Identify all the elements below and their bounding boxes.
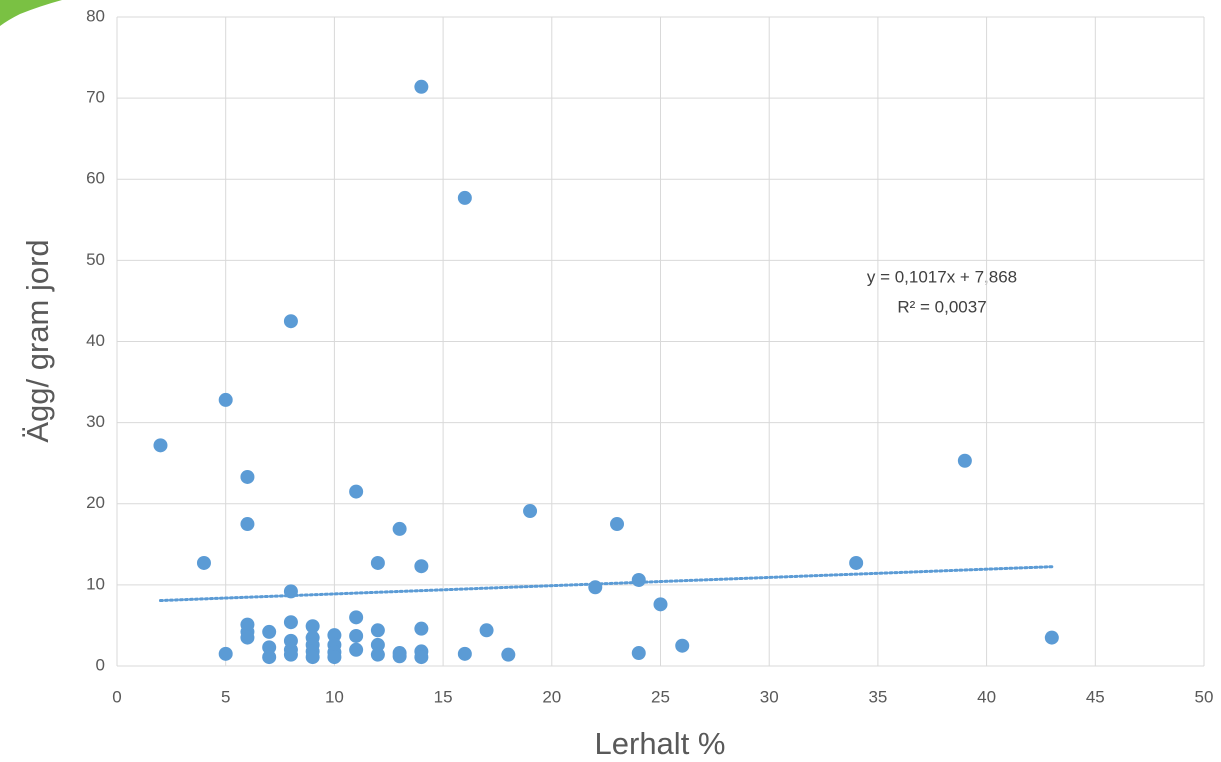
x-tick-label: 5 [221, 687, 230, 706]
data-point [479, 623, 494, 638]
data-point [631, 646, 646, 661]
data-point [588, 580, 603, 595]
data-point [414, 559, 429, 574]
y-tick-label: 20 [86, 493, 105, 512]
data-point [153, 438, 168, 453]
x-tick-label: 40 [977, 687, 996, 706]
data-point [327, 628, 342, 643]
data-point [957, 453, 972, 468]
x-axis-title: Lerhalt % [595, 726, 726, 761]
data-point [240, 517, 255, 532]
data-point [349, 642, 364, 657]
data-point [349, 628, 364, 643]
data-point [218, 392, 233, 407]
data-point [218, 646, 233, 661]
x-tick-label: 50 [1195, 687, 1214, 706]
data-point [392, 649, 407, 664]
x-tick-label: 35 [868, 687, 887, 706]
y-axis-title: Ägg/ gram jord [20, 239, 55, 442]
data-point [370, 647, 385, 662]
y-tick-label: 50 [86, 250, 105, 269]
data-point [283, 647, 298, 662]
y-tick-label: 30 [86, 412, 105, 431]
data-point [283, 584, 298, 599]
data-point [1044, 630, 1059, 645]
y-tick-label: 70 [86, 88, 105, 107]
data-point [370, 555, 385, 570]
data-point [196, 555, 211, 570]
x-tick-label: 10 [325, 687, 344, 706]
x-tick-label: 0 [112, 687, 121, 706]
data-point [262, 640, 277, 655]
x-tick-label: 15 [434, 687, 453, 706]
trendline [158, 565, 1054, 603]
data-point [262, 624, 277, 639]
data-point [240, 630, 255, 645]
y-tick-label: 40 [86, 331, 105, 350]
data-point [240, 469, 255, 484]
data-point [305, 650, 320, 665]
data-point [457, 646, 472, 661]
data-point [501, 647, 516, 662]
data-point [653, 597, 668, 612]
y-tick-label: 10 [86, 574, 105, 593]
data-point [392, 521, 407, 536]
data-point [370, 623, 385, 638]
x-tick-label: 45 [1086, 687, 1105, 706]
x-tick-label: 30 [760, 687, 779, 706]
y-tick-label: 80 [86, 6, 105, 25]
y-tick-label: 0 [96, 655, 105, 674]
data-point [283, 615, 298, 630]
data-point [305, 619, 320, 634]
corner-decoration [0, 0, 62, 26]
data-point [327, 650, 342, 665]
trendline-r2: R² = 0,0037 [897, 297, 986, 316]
data-point [370, 637, 385, 652]
y-tick-label: 60 [86, 169, 105, 188]
data-point [349, 484, 364, 499]
data-point [610, 517, 625, 532]
data-point [523, 504, 538, 519]
data-point [349, 610, 364, 625]
trendline-equation: y = 0,1017x + 7,868 [867, 267, 1017, 286]
data-point [414, 79, 429, 94]
data-point [283, 314, 298, 329]
data-point [849, 555, 864, 570]
data-point [631, 573, 646, 588]
data-point [675, 638, 690, 653]
x-tick-label: 20 [542, 687, 561, 706]
data-point [414, 621, 429, 636]
data-point [262, 650, 277, 665]
data-point [457, 190, 472, 205]
x-tick-label: 25 [651, 687, 670, 706]
data-point [414, 650, 429, 665]
